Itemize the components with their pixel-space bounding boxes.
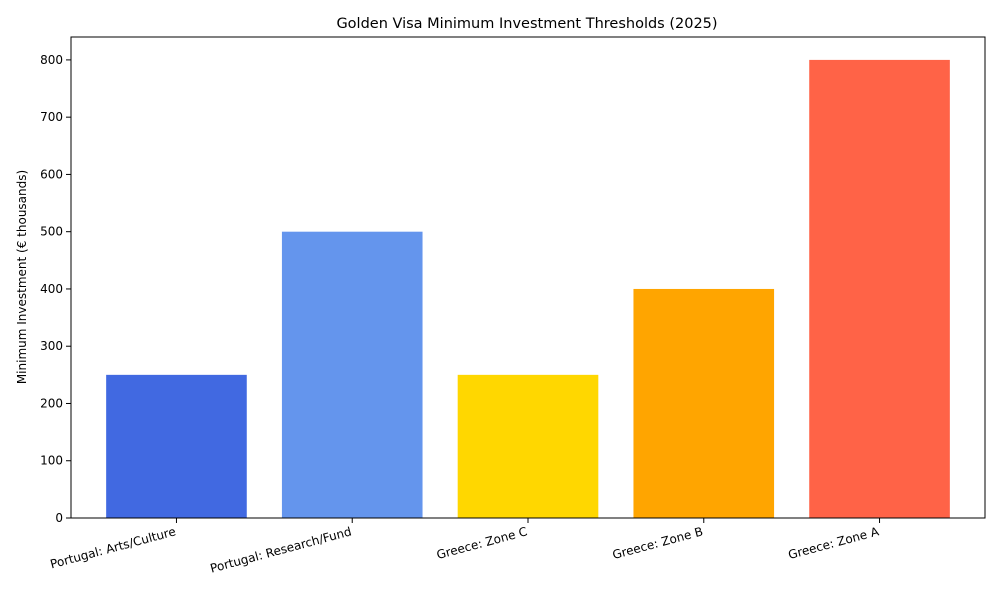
y-tick-label-0: 0 xyxy=(55,511,63,525)
y-tick-label-6: 600 xyxy=(40,167,63,181)
y-tick-label-3: 300 xyxy=(40,339,63,353)
x-axis-ticks: Portugal: Arts/Culture Portugal: Research… xyxy=(49,518,881,576)
y-tick-label-2: 200 xyxy=(40,396,63,410)
y-axis-ticks: 0 100 200 300 400 500 600 700 800 xyxy=(40,53,71,525)
y-tick-label-1: 100 xyxy=(40,454,63,468)
x-tick-label-4: Greece: Zone A xyxy=(787,524,881,562)
plot-frame xyxy=(70,36,986,519)
x-tick-label-0: Portugal: Arts/Culture xyxy=(49,524,178,571)
x-tick-label-1: Portugal: Research/Fund xyxy=(209,524,353,575)
x-tick-label-3: Greece: Zone B xyxy=(611,524,705,562)
bar-4 xyxy=(809,59,950,519)
chart-title: Golden Visa Minimum Investment Threshold… xyxy=(336,16,717,32)
bar-2 xyxy=(457,374,599,518)
bar-3 xyxy=(633,288,775,518)
y-tick-label-8: 800 xyxy=(40,53,63,67)
y-tick-label-4: 400 xyxy=(40,282,63,296)
x-tick-label-2: Greece: Zone C xyxy=(435,524,529,562)
y-axis-label: Minimum Investment (€ thousands) xyxy=(15,170,29,384)
bar-0 xyxy=(106,374,247,518)
y-tick-label-5: 500 xyxy=(40,225,63,239)
bars-group xyxy=(106,59,950,519)
y-tick-label-7: 700 xyxy=(40,110,63,124)
bar-1 xyxy=(281,231,423,518)
